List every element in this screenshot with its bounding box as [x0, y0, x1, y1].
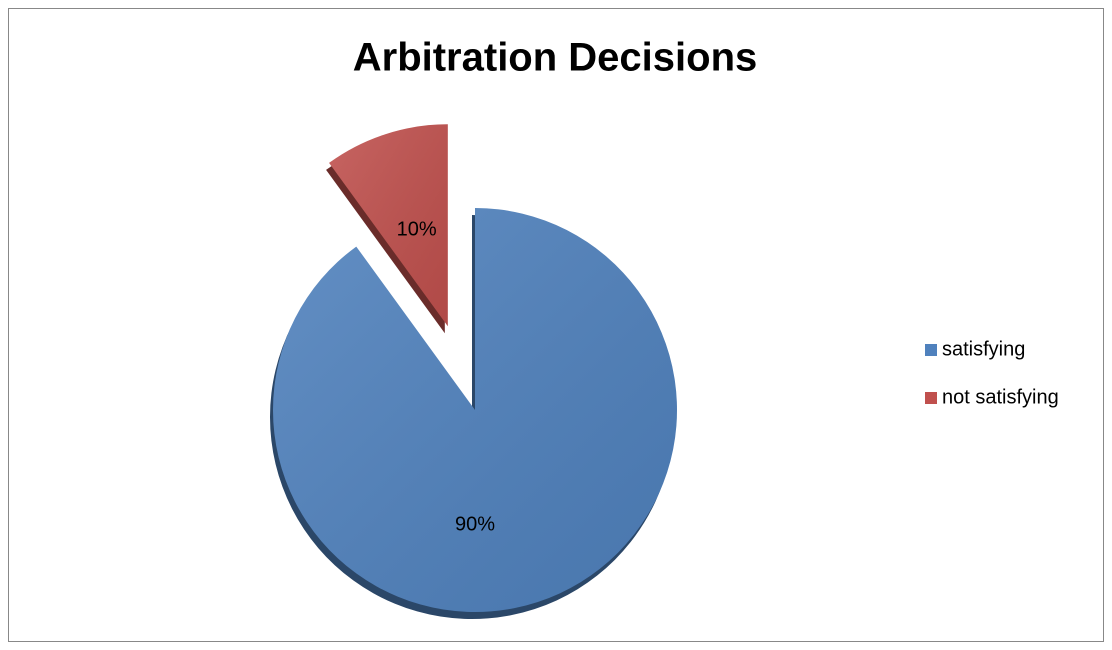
- data-label: 90%: [455, 514, 495, 536]
- legend-label: satisfying: [942, 338, 1025, 360]
- slice-sheen: [272, 208, 677, 612]
- legend-label: not satisfying: [942, 386, 1059, 408]
- legend-swatch: [925, 344, 937, 356]
- data-label: 10%: [397, 219, 437, 241]
- chart-title: Arbitration Decisions: [353, 36, 758, 80]
- legend-swatch: [925, 392, 937, 404]
- slice-sheen: [329, 124, 448, 327]
